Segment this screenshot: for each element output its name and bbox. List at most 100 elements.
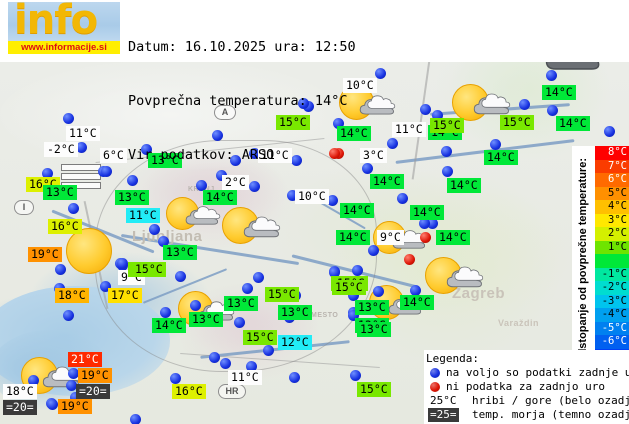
- temperature-chip[interactable]: 9°C: [377, 230, 404, 245]
- station-dot-available[interactable]: [230, 155, 241, 166]
- station-dot-available[interactable]: [216, 170, 227, 181]
- station-dot-available[interactable]: [519, 99, 530, 110]
- station-dot-available[interactable]: [101, 166, 112, 177]
- station-dot-available[interactable]: [149, 224, 160, 235]
- station-dot-no-data[interactable]: [404, 254, 415, 265]
- station-dot-available[interactable]: [427, 218, 438, 229]
- station-dot-available[interactable]: [249, 181, 260, 192]
- station-dot-available[interactable]: [298, 98, 309, 109]
- temperature-chip[interactable]: 14°C: [542, 85, 576, 100]
- station-dot-available[interactable]: [160, 307, 171, 318]
- temperature-chip[interactable]: 15°C: [276, 115, 310, 130]
- station-dot-available[interactable]: [333, 118, 344, 129]
- station-dot-available[interactable]: [212, 130, 223, 141]
- station-dot-available[interactable]: [158, 236, 169, 247]
- station-dot-available[interactable]: [410, 285, 421, 296]
- station-dot-available[interactable]: [442, 166, 453, 177]
- temperature-chip[interactable]: 15°C: [265, 287, 299, 302]
- temperature-chip[interactable]: 14°C: [370, 174, 404, 189]
- station-dot-available[interactable]: [368, 245, 379, 256]
- station-dot-available[interactable]: [350, 370, 361, 381]
- station-dot-available[interactable]: [420, 104, 431, 115]
- temperature-chip[interactable]: 13°C: [189, 312, 223, 327]
- temperature-chip[interactable]: 14°C: [336, 230, 370, 245]
- temperature-chip[interactable]: 14°C: [152, 318, 186, 333]
- temperature-chip[interactable]: 13°C: [357, 322, 391, 337]
- temperature-chip[interactable]: 14°C: [400, 295, 434, 310]
- station-dot-available[interactable]: [234, 317, 245, 328]
- station-dot-available[interactable]: [287, 190, 298, 201]
- station-dot-available[interactable]: [263, 345, 274, 356]
- station-dot-available[interactable]: [70, 392, 81, 403]
- station-dot-available[interactable]: [432, 110, 443, 121]
- station-dot-available[interactable]: [68, 203, 79, 214]
- station-dot-no-data[interactable]: [420, 232, 431, 243]
- station-dot-available[interactable]: [100, 281, 111, 292]
- temperature-chip[interactable]: 15°C: [243, 330, 277, 345]
- station-dot-available[interactable]: [303, 101, 314, 112]
- station-dot-available[interactable]: [441, 146, 452, 157]
- temperature-chip[interactable]: 13°C: [355, 300, 389, 315]
- temperature-chip[interactable]: 3°C: [360, 148, 387, 163]
- station-dot-available[interactable]: [196, 180, 207, 191]
- temperature-chip[interactable]: 18°C: [55, 288, 89, 303]
- station-dot-available[interactable]: [249, 148, 260, 159]
- station-dot-available[interactable]: [546, 70, 557, 81]
- station-dot-available[interactable]: [329, 267, 340, 278]
- station-dot-available[interactable]: [127, 175, 138, 186]
- temperature-chip[interactable]: 15°C: [357, 382, 391, 397]
- station-dot-available[interactable]: [42, 168, 53, 179]
- station-dot-available[interactable]: [352, 265, 363, 276]
- temperature-chip[interactable]: 13°C: [148, 153, 182, 168]
- temperature-chip[interactable]: -2°C: [44, 142, 78, 157]
- station-dot-available[interactable]: [375, 68, 386, 79]
- temperature-chip[interactable]: 11°C: [66, 126, 100, 141]
- temperature-chip[interactable]: 2°C: [222, 175, 249, 190]
- station-dot-available[interactable]: [490, 139, 501, 150]
- temperature-chip[interactable]: 10°C: [295, 189, 329, 204]
- temperature-chip[interactable]: 14°C: [410, 205, 444, 220]
- temperature-chip[interactable]: 15°C: [332, 280, 366, 295]
- temperature-chip[interactable]: 19°C: [78, 368, 112, 383]
- temperature-chip[interactable]: 14°C: [484, 150, 518, 165]
- station-dot-available[interactable]: [327, 195, 338, 206]
- station-dot-available[interactable]: [604, 126, 615, 137]
- temperature-chip[interactable]: 19°C: [28, 247, 62, 262]
- temperature-chip[interactable]: 11°C: [126, 208, 160, 223]
- temperature-chip[interactable]: 15°C: [500, 115, 534, 130]
- station-dot-available[interactable]: [141, 144, 152, 155]
- station-dot-available[interactable]: [63, 310, 74, 321]
- station-dot-available[interactable]: [373, 286, 384, 297]
- station-dot-available[interactable]: [387, 138, 398, 149]
- temperature-chip[interactable]: 21°C: [68, 352, 102, 367]
- temperature-chip[interactable]: 16°C: [48, 219, 82, 234]
- temperature-chip[interactable]: 14°C: [203, 190, 237, 205]
- temperature-chip[interactable]: 13°C: [278, 305, 312, 320]
- station-dot-available[interactable]: [419, 218, 430, 229]
- temperature-chip[interactable]: 12°C: [278, 335, 312, 350]
- temperature-chip[interactable]: 14°C: [340, 203, 374, 218]
- station-dot-available[interactable]: [397, 193, 408, 204]
- station-dot-available[interactable]: [220, 358, 231, 369]
- temperature-chip[interactable]: =20=: [3, 400, 37, 415]
- temperature-chip[interactable]: 11°C: [258, 148, 292, 163]
- temperature-chip[interactable]: 11°C: [392, 122, 426, 137]
- temperature-chip[interactable]: 14°C: [556, 116, 590, 131]
- temperature-chip[interactable]: 16°C: [172, 384, 206, 399]
- station-dot-available[interactable]: [362, 163, 373, 174]
- temperature-chip[interactable]: 13°C: [224, 296, 258, 311]
- station-dot-available[interactable]: [348, 310, 359, 321]
- station-dot-available[interactable]: [47, 399, 58, 410]
- temperature-chip[interactable]: 15°C: [132, 262, 166, 277]
- temperature-chip[interactable]: 14°C: [436, 230, 470, 245]
- station-dot-available[interactable]: [209, 352, 220, 363]
- station-dot-available[interactable]: [289, 372, 300, 383]
- station-dot-available[interactable]: [55, 264, 66, 275]
- station-dot-available[interactable]: [63, 113, 74, 124]
- station-dot-available[interactable]: [348, 290, 359, 301]
- temperature-chip[interactable]: 19°C: [58, 399, 92, 414]
- station-dot-available[interactable]: [170, 373, 181, 384]
- station-dot-available[interactable]: [253, 272, 264, 283]
- station-dot-available[interactable]: [242, 283, 253, 294]
